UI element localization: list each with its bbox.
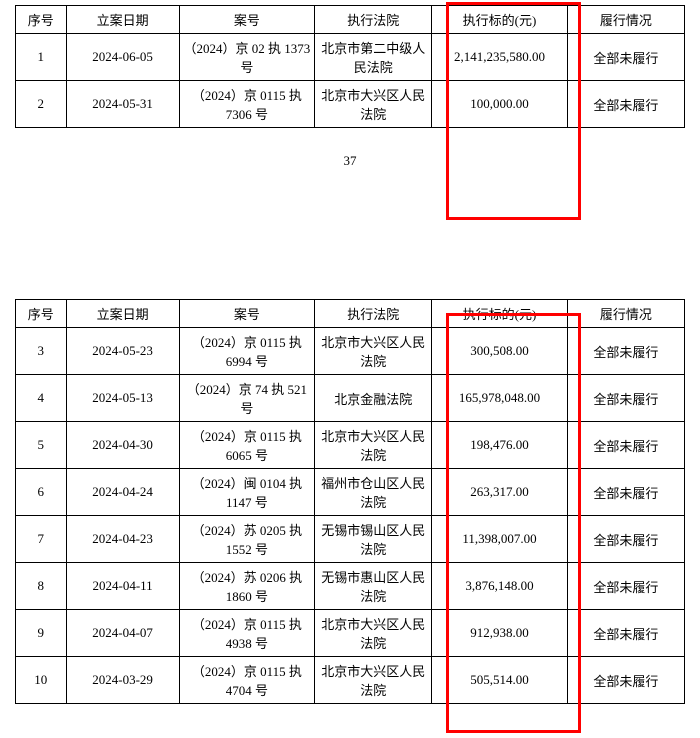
cell-date: 2024-05-13 xyxy=(66,375,179,422)
cell-date: 2024-06-05 xyxy=(66,34,179,81)
table-row: 82024-04-11（2024）苏 0206 执 1860 号无锡市惠山区人民… xyxy=(16,563,685,610)
cell-amount: 198,476.00 xyxy=(432,422,567,469)
table-row: 102024-03-29（2024）京 0115 执 4704 号北京市大兴区人… xyxy=(16,657,685,704)
table-row: 32024-05-23（2024）京 0115 执 6994 号北京市大兴区人民… xyxy=(16,328,685,375)
cell-court: 北京市第二中级人民法院 xyxy=(315,34,432,81)
cell-seq: 1 xyxy=(16,34,67,81)
cell-amount: 263,317.00 xyxy=(432,469,567,516)
header-case: 案号 xyxy=(179,6,314,34)
cell-seq: 7 xyxy=(16,516,67,563)
cell-case_no: （2024）京 02 执 1373 号 xyxy=(179,34,314,81)
cell-date: 2024-04-11 xyxy=(66,563,179,610)
cell-date: 2024-04-24 xyxy=(66,469,179,516)
page-number: 37 xyxy=(0,153,700,169)
cell-status: 全部未履行 xyxy=(567,81,684,128)
cell-case_no: （2024）闽 0104 执 1147 号 xyxy=(179,469,314,516)
header-case: 案号 xyxy=(179,300,314,328)
enforcement-table-1: 序号 立案日期 案号 执行法院 执行标的(元) 履行情况 12024-06-05… xyxy=(15,5,685,128)
cell-date: 2024-04-07 xyxy=(66,610,179,657)
cell-court: 福州市仓山区人民法院 xyxy=(315,469,432,516)
cell-date: 2024-04-23 xyxy=(66,516,179,563)
cell-seq: 4 xyxy=(16,375,67,422)
cell-court: 北京市大兴区人民法院 xyxy=(315,422,432,469)
enforcement-table-2: 序号 立案日期 案号 执行法院 执行标的(元) 履行情况 32024-05-23… xyxy=(15,299,685,704)
page-gap xyxy=(0,189,700,294)
header-amount: 执行标的(元) xyxy=(432,6,567,34)
cell-seq: 9 xyxy=(16,610,67,657)
cell-case_no: （2024）苏 0206 执 1860 号 xyxy=(179,563,314,610)
table-2-body: 32024-05-23（2024）京 0115 执 6994 号北京市大兴区人民… xyxy=(16,328,685,704)
header-status: 履行情况 xyxy=(567,300,684,328)
table-header-row: 序号 立案日期 案号 执行法院 执行标的(元) 履行情况 xyxy=(16,6,685,34)
cell-status: 全部未履行 xyxy=(567,469,684,516)
cell-court: 北京市大兴区人民法院 xyxy=(315,610,432,657)
header-date: 立案日期 xyxy=(66,6,179,34)
table-header-row: 序号 立案日期 案号 执行法院 执行标的(元) 履行情况 xyxy=(16,300,685,328)
cell-amount: 3,876,148.00 xyxy=(432,563,567,610)
cell-amount: 505,514.00 xyxy=(432,657,567,704)
cell-case_no: （2024）京 0115 执 6065 号 xyxy=(179,422,314,469)
table-row: 42024-05-13（2024）京 74 执 521 号北京金融法院165,9… xyxy=(16,375,685,422)
cell-date: 2024-03-29 xyxy=(66,657,179,704)
cell-case_no: （2024）苏 0205 执 1552 号 xyxy=(179,516,314,563)
cell-amount: 11,398,007.00 xyxy=(432,516,567,563)
cell-amount: 2,141,235,580.00 xyxy=(432,34,567,81)
table-row: 22024-05-31（2024）京 0115 执 7306 号北京市大兴区人民… xyxy=(16,81,685,128)
cell-status: 全部未履行 xyxy=(567,328,684,375)
cell-court: 北京市大兴区人民法院 xyxy=(315,81,432,128)
cell-status: 全部未履行 xyxy=(567,34,684,81)
cell-status: 全部未履行 xyxy=(567,422,684,469)
cell-status: 全部未履行 xyxy=(567,657,684,704)
cell-status: 全部未履行 xyxy=(567,563,684,610)
table-1-body: 12024-06-05（2024）京 02 执 1373 号北京市第二中级人民法… xyxy=(16,34,685,128)
cell-date: 2024-05-31 xyxy=(66,81,179,128)
cell-seq: 5 xyxy=(16,422,67,469)
table-row: 62024-04-24（2024）闽 0104 执 1147 号福州市仓山区人民… xyxy=(16,469,685,516)
cell-court: 无锡市锡山区人民法院 xyxy=(315,516,432,563)
cell-case_no: （2024）京 0115 执 6994 号 xyxy=(179,328,314,375)
cell-case_no: （2024）京 0115 执 4938 号 xyxy=(179,610,314,657)
header-court: 执行法院 xyxy=(315,300,432,328)
cell-court: 北京市大兴区人民法院 xyxy=(315,657,432,704)
cell-seq: 8 xyxy=(16,563,67,610)
cell-court: 北京金融法院 xyxy=(315,375,432,422)
header-status: 履行情况 xyxy=(567,6,684,34)
cell-amount: 912,938.00 xyxy=(432,610,567,657)
cell-date: 2024-04-30 xyxy=(66,422,179,469)
cell-seq: 6 xyxy=(16,469,67,516)
table-2-container: 序号 立案日期 案号 执行法院 执行标的(元) 履行情况 32024-05-23… xyxy=(0,294,700,709)
cell-court: 北京市大兴区人民法院 xyxy=(315,328,432,375)
header-amount: 执行标的(元) xyxy=(432,300,567,328)
cell-case_no: （2024）京 0115 执 7306 号 xyxy=(179,81,314,128)
table-row: 92024-04-07（2024）京 0115 执 4938 号北京市大兴区人民… xyxy=(16,610,685,657)
cell-status: 全部未履行 xyxy=(567,375,684,422)
cell-status: 全部未履行 xyxy=(567,610,684,657)
cell-seq: 3 xyxy=(16,328,67,375)
header-seq: 序号 xyxy=(16,6,67,34)
table-row: 72024-04-23（2024）苏 0205 执 1552 号无锡市锡山区人民… xyxy=(16,516,685,563)
cell-seq: 10 xyxy=(16,657,67,704)
cell-amount: 165,978,048.00 xyxy=(432,375,567,422)
cell-amount: 100,000.00 xyxy=(432,81,567,128)
header-date: 立案日期 xyxy=(66,300,179,328)
cell-court: 无锡市惠山区人民法院 xyxy=(315,563,432,610)
cell-case_no: （2024）京 74 执 521 号 xyxy=(179,375,314,422)
cell-date: 2024-05-23 xyxy=(66,328,179,375)
table-1-container: 序号 立案日期 案号 执行法院 执行标的(元) 履行情况 12024-06-05… xyxy=(0,0,700,133)
cell-amount: 300,508.00 xyxy=(432,328,567,375)
cell-case_no: （2024）京 0115 执 4704 号 xyxy=(179,657,314,704)
cell-seq: 2 xyxy=(16,81,67,128)
table-row: 52024-04-30（2024）京 0115 执 6065 号北京市大兴区人民… xyxy=(16,422,685,469)
table-row: 12024-06-05（2024）京 02 执 1373 号北京市第二中级人民法… xyxy=(16,34,685,81)
header-court: 执行法院 xyxy=(315,6,432,34)
header-seq: 序号 xyxy=(16,300,67,328)
cell-status: 全部未履行 xyxy=(567,516,684,563)
